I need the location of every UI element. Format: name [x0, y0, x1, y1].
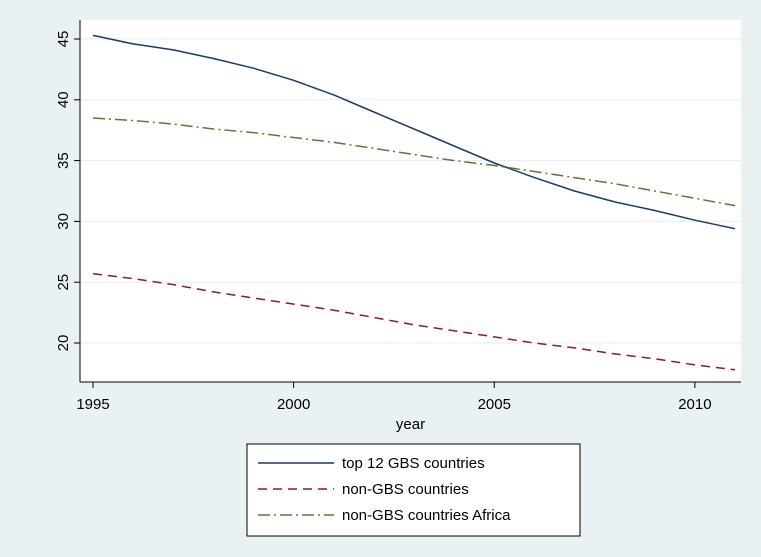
- y-tick-label: 35: [55, 152, 72, 169]
- legend: top 12 GBS countries non-GBS countries non…: [246, 443, 581, 537]
- y-tick-label: 25: [55, 274, 72, 291]
- x-tick-label: 1995: [76, 396, 109, 413]
- legend-label: top 12 GBS countries: [342, 455, 485, 472]
- series-line-3: [92, 117, 736, 207]
- grid: [80, 38, 741, 344]
- axes: 20 25 30 35 40 45 1995 2000 2005 2010: [55, 20, 741, 413]
- y-tick-label: 30: [55, 213, 72, 230]
- series-lines: [92, 34, 736, 371]
- x-axis-title: year: [396, 416, 425, 433]
- legend-label: non-GBS countries: [342, 481, 469, 498]
- legend-label: non-GBS countries Africa: [342, 507, 511, 524]
- y-tick-label: 20: [55, 335, 72, 352]
- series-line-2: [92, 272, 736, 371]
- x-tick-label: 2005: [478, 396, 511, 413]
- y-tick-label: 40: [55, 91, 72, 108]
- y-tick-label: 45: [55, 31, 72, 48]
- plot-area: [80, 20, 741, 382]
- legend-box: [246, 443, 581, 537]
- series-line-1: [92, 34, 736, 230]
- x-tick-label: 2010: [678, 396, 711, 413]
- x-tick-label: 2000: [277, 396, 310, 413]
